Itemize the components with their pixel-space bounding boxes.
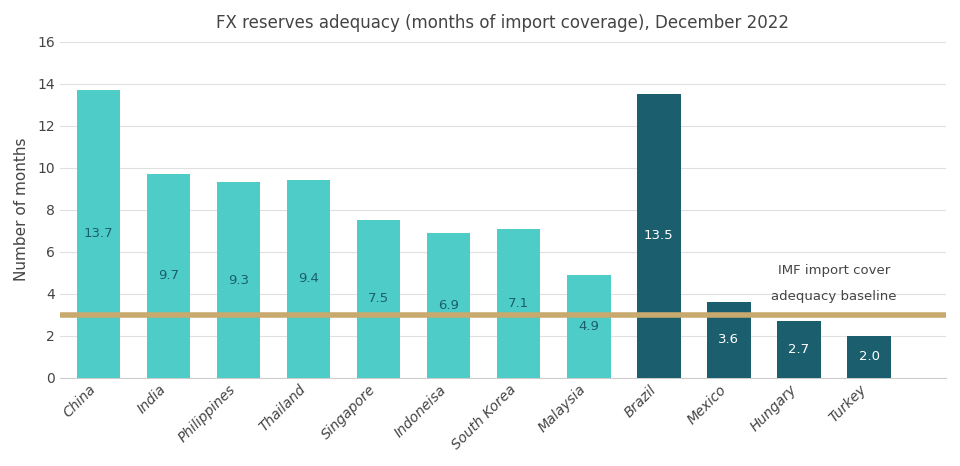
Text: 13.7: 13.7 bbox=[84, 227, 113, 240]
Text: 6.9: 6.9 bbox=[438, 299, 459, 312]
Text: 9.3: 9.3 bbox=[228, 274, 249, 287]
Bar bbox=[497, 229, 540, 377]
Text: adequacy baseline: adequacy baseline bbox=[771, 290, 897, 303]
Text: 9.4: 9.4 bbox=[299, 273, 319, 286]
Bar bbox=[708, 302, 751, 377]
Text: 13.5: 13.5 bbox=[644, 229, 674, 242]
Text: 2.0: 2.0 bbox=[858, 350, 879, 363]
Text: 2.7: 2.7 bbox=[788, 343, 809, 356]
Bar bbox=[217, 182, 260, 377]
Text: 9.7: 9.7 bbox=[158, 269, 179, 282]
Bar bbox=[147, 174, 190, 377]
Bar bbox=[287, 180, 330, 377]
Text: IMF import cover: IMF import cover bbox=[778, 264, 890, 277]
Text: 7.5: 7.5 bbox=[368, 292, 389, 305]
Text: 7.1: 7.1 bbox=[508, 296, 529, 309]
Bar bbox=[637, 94, 681, 377]
Bar bbox=[567, 275, 611, 377]
Bar bbox=[427, 233, 470, 377]
Bar bbox=[848, 336, 891, 377]
Y-axis label: Number of months: Number of months bbox=[13, 138, 29, 281]
Text: 3.6: 3.6 bbox=[718, 333, 739, 346]
Bar bbox=[778, 321, 821, 377]
Title: FX reserves adequacy (months of import coverage), December 2022: FX reserves adequacy (months of import c… bbox=[216, 14, 789, 32]
Bar bbox=[357, 220, 400, 377]
Bar bbox=[77, 90, 120, 377]
Text: 4.9: 4.9 bbox=[578, 320, 599, 333]
